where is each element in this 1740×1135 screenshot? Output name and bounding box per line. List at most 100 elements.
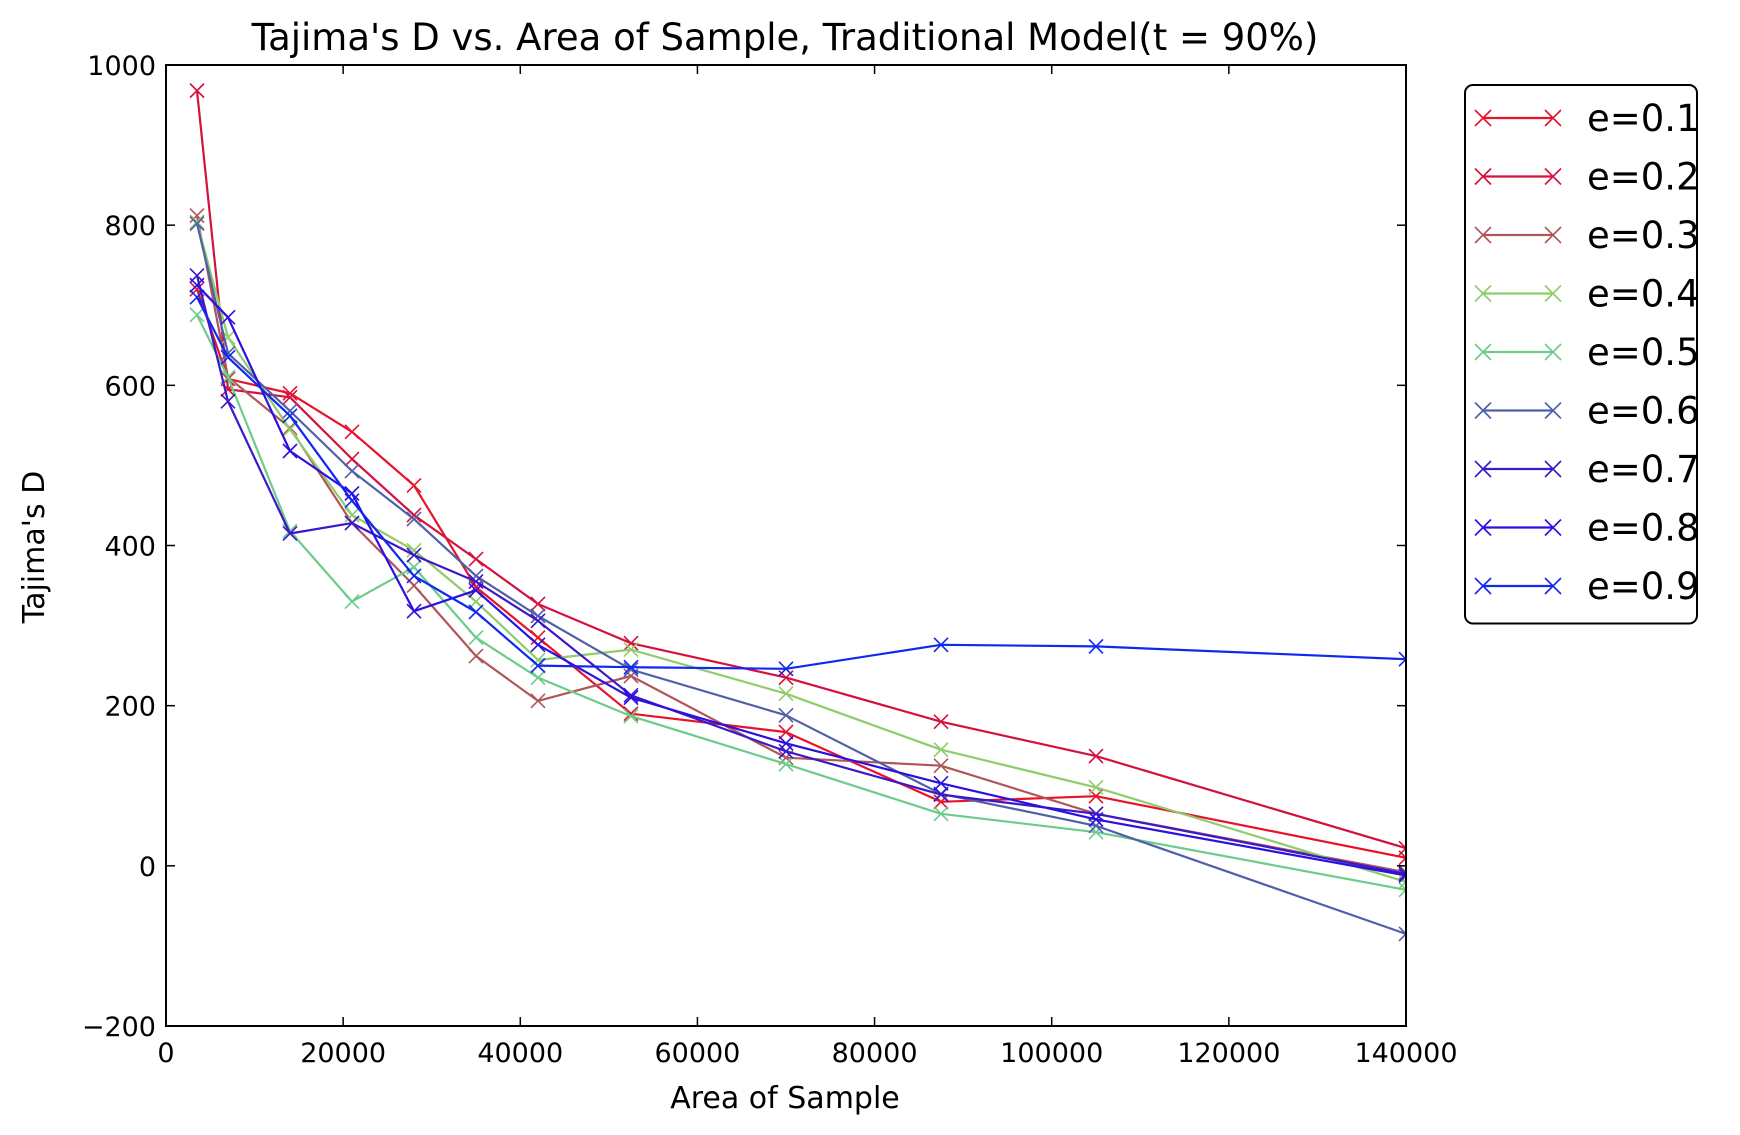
legend-marker: [1544, 109, 1562, 127]
data-point-e=0.4-4: [406, 542, 422, 558]
data-point-e=0.9-3: [344, 493, 360, 509]
y-tick-label: 0: [139, 852, 156, 883]
legend-marker: [1474, 577, 1492, 595]
legend-marker: [1544, 577, 1562, 595]
series-e=0.7: [189, 268, 1406, 882]
series-line-e=0.2: [195, 90, 1406, 850]
data-point-e=0.6-6: [530, 608, 546, 624]
x-tick-label: 60000: [654, 1038, 740, 1069]
data-point-e=0.4-10: [1088, 779, 1104, 795]
data-point-e=0.3-5: [468, 648, 484, 664]
x-tick-label: 100000: [1000, 1038, 1103, 1069]
series-line-e=0.5: [196, 314, 1406, 891]
series-e=0.5: [189, 307, 1406, 898]
data-point-e=0.1-8: [778, 724, 794, 740]
legend-entry-e=0.7: e=0.7: [1474, 448, 1700, 491]
data-point-e=0.3-9: [933, 758, 949, 774]
data-point-e=0.8-7: [623, 690, 639, 706]
data-point-e=0.4-2: [282, 421, 298, 437]
legend-marker: [1544, 401, 1562, 420]
series-e=0.8: [189, 277, 1406, 884]
legend-marker: [1474, 460, 1492, 478]
data-point-e=0.2-4: [406, 507, 422, 523]
data-point-e=0.5-6: [530, 670, 546, 686]
data-point-e=0.1-6: [530, 630, 546, 646]
data-point-e=0.5-3: [344, 593, 360, 610]
data-point-e=0.8-4: [406, 603, 422, 619]
series-e=0.4: [189, 214, 1406, 890]
data-point-e=0.1-4: [406, 477, 422, 494]
data-point-e=0.4-9: [933, 742, 949, 758]
data-point-e=0.9-1: [220, 349, 236, 365]
data-point-e=0.9-11: [1398, 651, 1406, 667]
data-point-e=0.5-0: [189, 307, 205, 323]
data-point-e=0.2-5: [468, 551, 484, 567]
series-line-e=0.4: [195, 221, 1406, 883]
data-point-e=0.2-7: [623, 635, 639, 651]
data-point-e=0.7-8: [778, 743, 794, 759]
data-point-e=0.6-2: [282, 403, 298, 419]
data-point-e=0.9-0: [189, 289, 205, 305]
data-point-e=0.8-3: [344, 485, 360, 502]
legend-label: e=0.2: [1587, 156, 1700, 199]
series-e=0.1: [189, 281, 1406, 866]
data-point-e=0.7-6: [530, 613, 546, 629]
legend-marker: [1474, 401, 1492, 420]
data-point-e=0.9-2: [282, 408, 298, 424]
legend-entry-e=0.5: e=0.5: [1474, 331, 1700, 374]
data-point-e=0.2-2: [282, 389, 298, 405]
legend-marker: [1544, 518, 1562, 537]
y-axis-label: Tajima's D: [17, 471, 52, 625]
data-point-e=0.8-2: [282, 443, 298, 459]
legend-label: e=0.1: [1587, 97, 1700, 140]
data-point-e=0.7-9: [933, 786, 949, 803]
legend-label: e=0.6: [1587, 390, 1700, 433]
series-e=0.2: [189, 83, 1406, 856]
series-line-e=0.6: [195, 223, 1406, 935]
y-tick-label: 200: [104, 692, 156, 723]
data-point-e=0.9-6: [530, 658, 546, 674]
data-point-e=0.2-3: [344, 451, 360, 467]
legend-marker: [1544, 226, 1562, 244]
data-point-e=0.7-4: [406, 547, 422, 563]
legend-marker: [1474, 343, 1492, 361]
x-axis-label: Area of Sample: [670, 1081, 900, 1116]
data-point-e=0.4-7: [623, 642, 639, 658]
y-tick-label: 400: [104, 532, 156, 563]
series-e=0.6: [189, 215, 1406, 942]
data-point-e=0.5-8: [778, 756, 794, 772]
data-point-e=0.1-3: [344, 424, 360, 440]
legend-label: e=0.5: [1587, 331, 1700, 374]
y-tick-label: −200: [82, 1012, 156, 1043]
x-tick-label: 40000: [477, 1038, 563, 1069]
legend-entry-e=0.1: e=0.1: [1474, 97, 1700, 140]
legend-entry-e=0.9: e=0.9: [1474, 565, 1700, 608]
data-point-e=0.2-6: [530, 596, 546, 612]
series-line-e=0.7: [195, 275, 1406, 875]
data-point-e=0.5-9: [933, 806, 949, 822]
legend-entry-e=0.4: e=0.4: [1474, 273, 1700, 316]
x-tick-label: 120000: [1177, 1038, 1280, 1069]
plot-frame: [165, 64, 1407, 1027]
data-point-e=0.6-11: [1398, 926, 1406, 942]
data-point-e=0.9-7: [623, 659, 639, 675]
data-point-e=0.1-2: [282, 385, 298, 401]
chart-title: Tajima's D vs. Area of Sample, Tradition…: [251, 16, 1319, 59]
data-point-e=0.3-0: [189, 207, 205, 224]
data-point-e=0.1-9: [933, 794, 949, 810]
legend-marker: [1544, 167, 1562, 186]
data-point-e=0.6-3: [344, 463, 360, 479]
data-point-e=0.8-1: [220, 309, 236, 325]
data-point-e=0.7-3: [344, 515, 360, 531]
series-e=0.3: [189, 207, 1406, 880]
legend-marker: [1474, 167, 1492, 186]
data-point-e=0.6-7: [623, 662, 639, 678]
legend-label: e=0.4: [1587, 273, 1700, 316]
data-point-e=0.2-11: [1398, 840, 1406, 856]
x-tick-label: 0: [157, 1038, 174, 1069]
series-line-e=0.1: [195, 288, 1406, 859]
legend-marker: [1474, 226, 1492, 244]
data-point-e=0.9-10: [1088, 638, 1104, 654]
y-tick-label: 600: [104, 371, 156, 402]
